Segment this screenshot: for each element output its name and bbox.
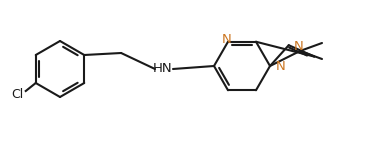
Text: N: N: [294, 40, 303, 53]
Text: Cl: Cl: [12, 88, 24, 101]
Text: N: N: [222, 33, 232, 46]
Text: HN: HN: [153, 62, 173, 75]
Text: N: N: [276, 60, 286, 72]
